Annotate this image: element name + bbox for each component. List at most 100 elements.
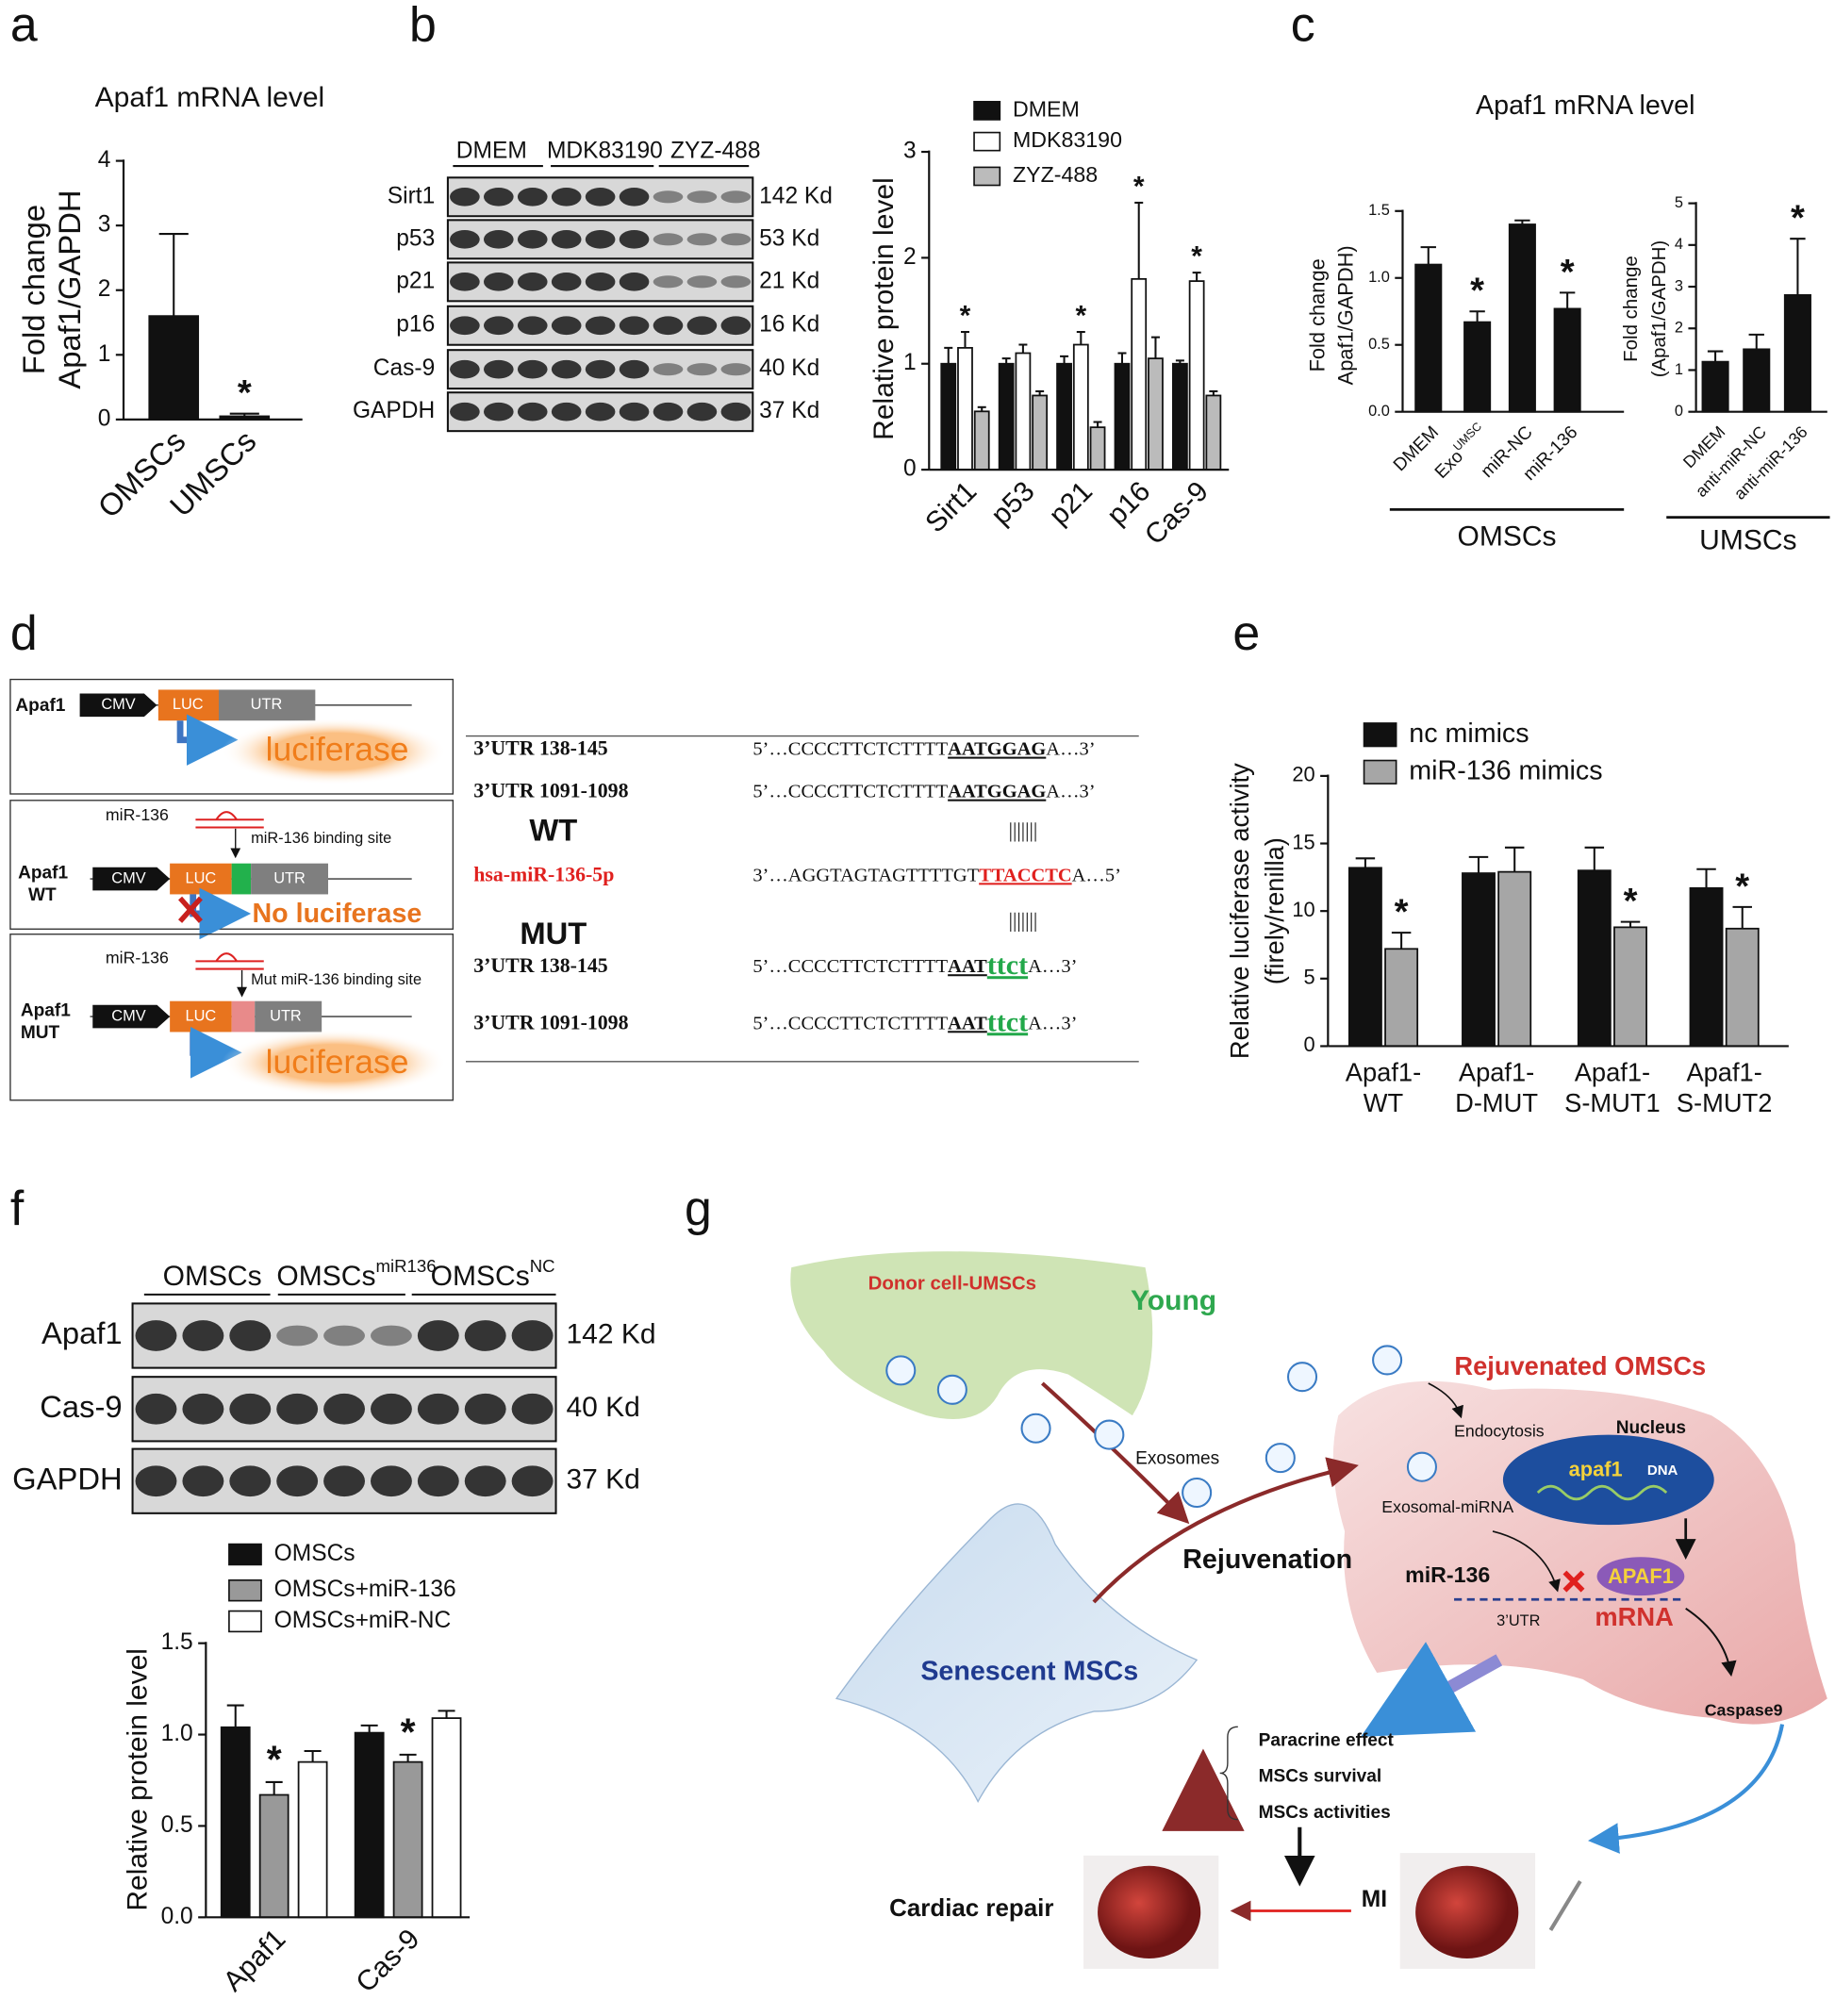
arrow	[190, 887, 252, 940]
blot-band	[653, 316, 684, 336]
arrow	[1588, 1724, 1785, 1854]
label: miR-136	[1405, 1562, 1490, 1587]
y-tick-label: 2	[903, 244, 917, 270]
blot-band	[653, 363, 684, 376]
blot-band	[686, 275, 718, 289]
y-tick-label: 1	[903, 350, 917, 375]
promoter	[79, 693, 157, 718]
blot-band	[182, 1320, 224, 1351]
label: MSCs survival	[1259, 1767, 1382, 1787]
blot-size-label: 53 Kd	[759, 225, 819, 251]
sequence: 5’…CCCCTTCTCTTTTAATGGAGA…3’	[752, 738, 1095, 759]
bar	[1689, 886, 1724, 1048]
bar	[148, 315, 200, 421]
blot-band	[653, 190, 684, 204]
blot-band	[450, 273, 480, 291]
legend-label: ZYZ-488	[1013, 162, 1098, 187]
label: mRNA	[1595, 1602, 1673, 1631]
blot-band	[551, 229, 582, 249]
blot-band	[450, 402, 480, 421]
blot-band	[686, 190, 718, 204]
sequence: 5’…CCCCTTCTCTTTTAATttctA…3’	[752, 1006, 1077, 1037]
arrow	[176, 714, 239, 766]
blot-row-label: p21	[396, 268, 435, 293]
x-tick-sup: UMSC	[1451, 420, 1485, 454]
legend-label: OMSCs	[274, 1541, 355, 1566]
blot-band	[511, 1320, 554, 1351]
bar	[1463, 321, 1492, 413]
glow	[221, 1029, 447, 1097]
site-label: Mut miR-136 binding site	[251, 971, 422, 988]
significance-mark: *	[1075, 301, 1086, 332]
label: APAF1	[1608, 1564, 1674, 1588]
x-tick-line: S-MUT2	[1677, 1088, 1773, 1117]
bar	[392, 1760, 423, 1919]
nucleus	[1502, 1434, 1714, 1526]
blot-band	[585, 273, 616, 291]
group-label: OMSCs	[1457, 521, 1556, 552]
bar	[1131, 277, 1148, 471]
reporter-label: LUC	[173, 696, 204, 713]
bar	[1188, 280, 1205, 471]
y-tick-label: 0.0	[1368, 403, 1390, 420]
label: apaf1	[1569, 1458, 1623, 1481]
legend-swatch	[228, 1578, 262, 1602]
blot-band	[483, 187, 514, 207]
y-axis-label: Fold change	[1620, 256, 1642, 362]
chart-title: Apaf1 mRNA level	[95, 82, 325, 113]
significance-mark: *	[1133, 171, 1145, 202]
blot-band	[585, 316, 616, 336]
arrow	[1428, 1382, 1463, 1419]
y-axis-label: Fold change	[1306, 258, 1330, 372]
x-tick-label: Sirt1	[919, 475, 983, 538]
bar	[1089, 426, 1106, 471]
y-tick-label: 0	[903, 456, 917, 482]
lane-group-text: OMSCs	[276, 1261, 375, 1292]
blot-row-label: Cas-9	[40, 1389, 122, 1424]
sequence-part: 5’…CCCCTTCTCTTTT	[752, 781, 948, 801]
sequence-part: 5’…CCCCTTCTCTTTT	[752, 738, 948, 759]
blot-band	[551, 273, 582, 291]
blot-row-label: Apaf1	[41, 1315, 123, 1350]
y-axis-label: (firely/renilla)	[1260, 837, 1289, 984]
y-tick-label: 2	[1675, 320, 1683, 337]
blot-band	[551, 316, 582, 336]
blot-size-label: 21 Kd	[759, 268, 819, 293]
bar	[297, 1760, 328, 1919]
binding-site	[231, 863, 252, 895]
label: Cardiac repair	[889, 1895, 1053, 1922]
x-tick-line: Apaf1-	[1686, 1058, 1761, 1087]
bar	[1148, 357, 1164, 471]
significance-mark: *	[1791, 198, 1805, 239]
label: Senescent MSCs	[920, 1657, 1138, 1687]
blot-band	[619, 359, 650, 379]
y-tick-label: 1	[1675, 361, 1683, 378]
y-tick-label: 3	[1675, 277, 1683, 294]
output-label: No luciferase	[252, 899, 422, 929]
panel-letter: b	[409, 0, 437, 52]
x-tick-line: Apaf1-	[1459, 1058, 1534, 1087]
utr	[251, 863, 328, 895]
legend-label: miR-136 mimics	[1409, 755, 1602, 785]
construct-diagram: Apaf1 CMV LUC UTR luciferase miR-136 miR…	[9, 678, 1139, 1101]
bar	[1743, 348, 1771, 413]
blot-band	[619, 402, 650, 421]
output-label: luciferase	[266, 1043, 409, 1081]
bar	[1171, 362, 1188, 471]
significance-mark: *	[1735, 866, 1749, 906]
bar	[973, 410, 990, 471]
mechanism-diagram: Donor cell-UMSCs Young Exosomes Rejuvena…	[790, 1251, 1827, 1969]
blot-band	[323, 1325, 365, 1347]
significance-mark: *	[960, 301, 971, 332]
sequence-part: AAT	[948, 1013, 987, 1033]
blot-band	[464, 1393, 506, 1425]
y-tick-label: 1.5	[161, 1629, 193, 1655]
variant-label: WT	[28, 885, 57, 905]
arrow	[1492, 1530, 1561, 1593]
sequence-part: AAT	[948, 956, 987, 977]
significance-mark: *	[238, 372, 252, 413]
bar	[220, 1726, 251, 1919]
box	[9, 678, 455, 795]
rejuvenated-cell	[1332, 1380, 1827, 1725]
